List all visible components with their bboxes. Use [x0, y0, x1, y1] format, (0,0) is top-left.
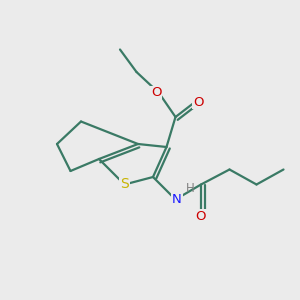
- Text: O: O: [196, 209, 206, 223]
- Text: O: O: [193, 95, 203, 109]
- Text: H: H: [186, 182, 195, 195]
- Text: O: O: [151, 86, 161, 100]
- Text: S: S: [120, 178, 129, 191]
- Text: N: N: [172, 193, 182, 206]
